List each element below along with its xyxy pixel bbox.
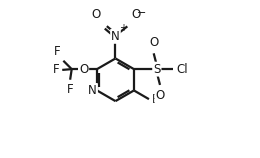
Text: F: F	[53, 63, 59, 76]
Text: O: O	[149, 36, 158, 49]
Text: +: +	[119, 23, 127, 33]
Text: O: O	[131, 8, 140, 21]
Text: Cl: Cl	[177, 63, 188, 76]
Text: O: O	[91, 8, 100, 21]
Text: N: N	[111, 30, 120, 43]
Text: F: F	[67, 83, 73, 96]
Text: O: O	[155, 89, 165, 102]
Text: Br: Br	[152, 93, 165, 106]
Text: O: O	[79, 63, 88, 76]
Text: −: −	[136, 8, 146, 18]
Text: N: N	[88, 84, 97, 97]
Text: F: F	[54, 45, 61, 58]
Text: S: S	[153, 63, 160, 76]
